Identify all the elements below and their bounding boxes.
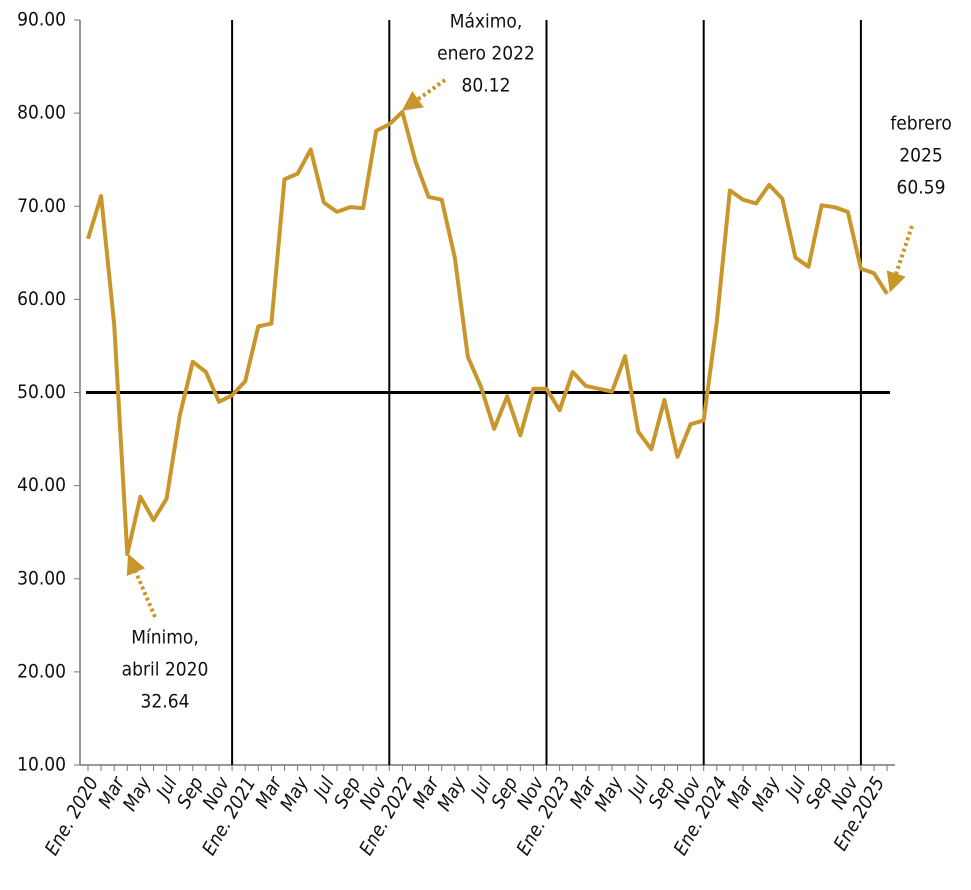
x-tick-label: May [276,772,313,814]
x-tick-label: Ene. 2020 [41,773,103,859]
x-tick-label: Sep [173,773,208,812]
annotation-arrow [401,78,447,111]
annotation-text: 2025 [899,145,943,167]
annotation-text: 60.59 [897,177,946,199]
y-tick-label: 20.00 [17,660,66,682]
x-tick-label: May [119,772,156,814]
annotation-text: 80.12 [462,75,511,97]
y-tick-label: 80.00 [17,102,66,124]
y-tick-label: 10.00 [17,754,66,776]
x-tick-label: May [748,772,785,814]
annotation-text: febrero [890,113,952,135]
y-tick-label: 40.00 [17,474,66,496]
data-line [86,110,889,557]
y-tick-label: 30.00 [17,567,66,589]
y-tick-label: 60.00 [17,288,66,310]
annotation-arrow [126,553,157,618]
y-tick-label: 90.00 [17,9,66,31]
x-tick-label: Sep [802,773,837,812]
x-tick-label: Sep [487,773,522,812]
annotation-text: enero 2022 [437,43,535,65]
annotation-text: abril 2020 [122,659,209,681]
x-tick-label: May [590,772,627,814]
annotation-text: Máximo, [450,11,523,33]
y-tick-label: 50.00 [17,381,66,403]
annotation-text: 32.64 [141,691,190,713]
y-tick-label: 70.00 [17,195,66,217]
x-tick-label: Sep [330,773,365,812]
x-tick-label: May [433,772,470,814]
annotation-text: Mínimo, [131,627,199,649]
x-tick-label: Sep [644,773,679,812]
annotation-arrow [886,225,914,293]
